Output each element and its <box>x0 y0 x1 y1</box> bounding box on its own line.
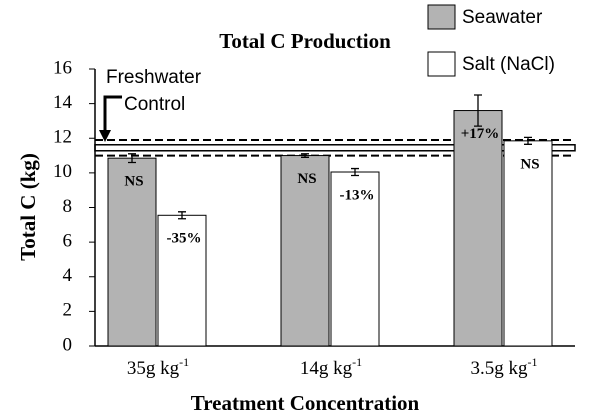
bar <box>280 155 330 347</box>
control-mean <box>94 144 576 152</box>
x-tick-label: 35g kg-1 <box>127 355 189 380</box>
legend-swatch <box>427 4 456 30</box>
legend-swatch <box>427 51 456 77</box>
error-bar <box>474 94 482 127</box>
control-arrowhead <box>99 130 111 142</box>
bar <box>107 157 157 347</box>
bar <box>157 214 207 347</box>
data-label: NS <box>520 156 539 172</box>
y-tick-label: 14 <box>53 92 73 113</box>
y-tick-label: 2 <box>63 300 73 321</box>
bar <box>453 110 503 347</box>
control-label: Freshwater <box>106 67 202 88</box>
data-label: +17% <box>461 126 500 142</box>
error-bar <box>178 211 186 220</box>
y-tick-label: 16 <box>53 57 72 78</box>
error-bar <box>128 153 136 164</box>
category-superscript: -1 <box>528 355 538 369</box>
category-superscript: -1 <box>179 355 189 369</box>
y-tick-label: 10 <box>53 161 72 182</box>
x-tick-label: 14g kg-1 <box>300 355 362 380</box>
error-bar <box>524 136 532 145</box>
y-tick-label: 4 <box>63 265 73 286</box>
data-label: -35% <box>167 231 202 247</box>
category-text: 14g kg <box>300 358 353 379</box>
error-bar <box>351 167 359 177</box>
bar <box>503 140 553 347</box>
error-bar <box>301 153 309 158</box>
x-axis-label: Treatment Concentration <box>191 391 420 415</box>
legend-label: Seawater <box>462 7 543 28</box>
control-arrow <box>103 95 122 134</box>
category-text: 35g kg <box>127 358 180 379</box>
data-label: -13% <box>340 187 375 203</box>
control-label: Control <box>124 94 185 115</box>
chart-title: Total C Production <box>219 29 391 53</box>
y-tick-label: 12 <box>53 127 72 148</box>
category-text: 3.5g kg <box>471 358 529 379</box>
category-superscript: -1 <box>352 355 362 369</box>
x-tick-label: 3.5g kg-1 <box>471 355 538 380</box>
y-tick-label: 6 <box>63 230 73 251</box>
legend-label: Salt (NaCl) <box>462 54 555 75</box>
y-tick-label: 8 <box>63 196 73 217</box>
y-axis-label: Total C (kg) <box>16 153 40 261</box>
data-label: NS <box>124 174 143 190</box>
data-label: NS <box>297 171 316 187</box>
bar <box>330 171 380 347</box>
y-tick-label: 0 <box>63 334 73 355</box>
